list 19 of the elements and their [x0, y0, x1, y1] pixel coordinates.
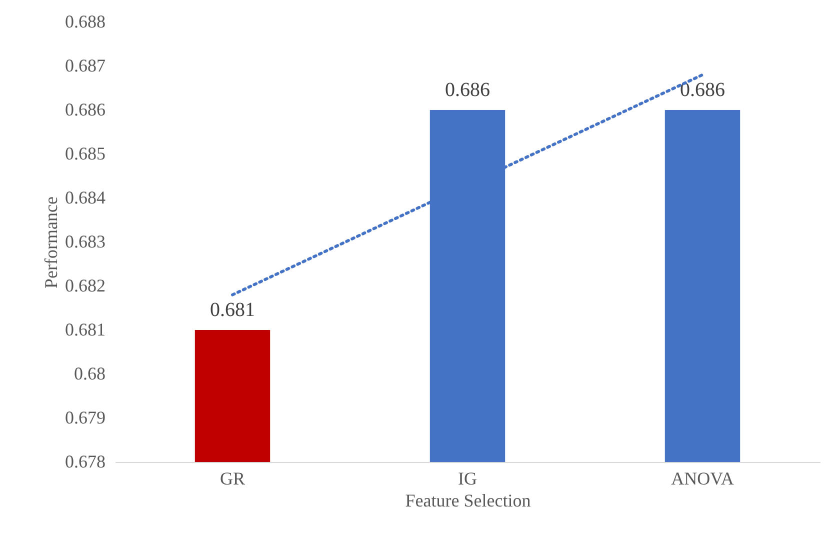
data-label: 0.686 [680, 79, 725, 101]
y-tick-label: 0.68 [74, 364, 106, 384]
data-label: 0.681 [210, 299, 255, 321]
y-tick-label: 0.685 [65, 144, 106, 164]
y-axis-title: Performance [41, 196, 61, 288]
y-tick-label: 0.688 [65, 12, 106, 32]
x-tick-label: GR [220, 468, 246, 488]
y-tick-label: 0.687 [65, 56, 106, 76]
y-tick-label: 0.684 [65, 188, 106, 208]
data-label: 0.686 [445, 79, 490, 101]
y-tick-label: 0.683 [65, 232, 106, 252]
x-tick-label: IG [458, 468, 477, 488]
y-tick-label: 0.678 [65, 452, 106, 472]
x-tick-label: ANOVA [671, 468, 734, 488]
y-tick-label: 0.681 [65, 320, 106, 340]
y-tick-label: 0.686 [65, 100, 106, 120]
x-axis-title: Feature Selection [405, 490, 531, 510]
y-tick-label: 0.679 [65, 408, 106, 428]
y-tick-label: 0.682 [65, 276, 106, 296]
